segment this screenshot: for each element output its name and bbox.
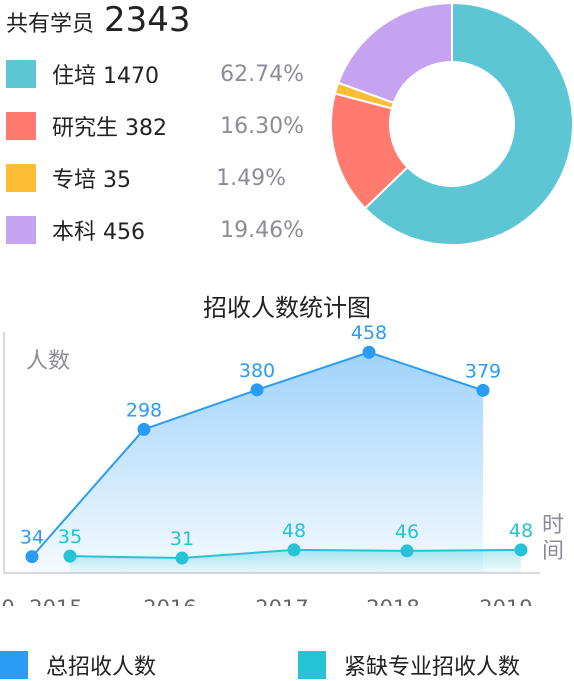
legend-swatch bbox=[6, 112, 36, 140]
data-label: 35 bbox=[58, 526, 82, 548]
legend-swatch bbox=[6, 216, 36, 244]
series-legend-total: 总招收人数 bbox=[0, 650, 156, 680]
series-area-1 bbox=[32, 352, 483, 573]
legend-swatch bbox=[6, 164, 36, 192]
pie-slice-4 bbox=[336, 1, 453, 105]
legend-label: 研究生 382 bbox=[52, 116, 168, 141]
data-point bbox=[362, 345, 376, 359]
line-chart: 招收人数统计图 人数 0 2015 2016 2017 2018 2019 34 298 3… bbox=[1, 294, 564, 606]
chart-title: 招收人数统计图 bbox=[203, 294, 371, 322]
legend-percent: 19.46% bbox=[220, 217, 304, 243]
data-point bbox=[476, 383, 490, 397]
total-summary: 共有学员 2343 bbox=[6, 0, 191, 40]
data-label: 380 bbox=[239, 360, 275, 382]
total-value: 2343 bbox=[104, 0, 191, 40]
donut-chart bbox=[330, 1, 574, 246]
data-point bbox=[63, 549, 77, 563]
legend-percent: 16.30% bbox=[220, 113, 304, 139]
series-legend-shortage: 紧缺专业招收人数 bbox=[298, 650, 520, 680]
x-tick-label-2015: 2015 bbox=[29, 596, 82, 606]
legend-item-benke: 本科 456 19.46% bbox=[6, 214, 326, 246]
x-tick-label-2016: 2016 bbox=[143, 596, 196, 606]
pie-slice-1 bbox=[363, 1, 574, 246]
legend-swatch bbox=[6, 60, 36, 88]
data-label: 46 bbox=[395, 521, 419, 543]
data-label: 48 bbox=[282, 520, 306, 542]
total-label: 共有学员 bbox=[6, 12, 95, 37]
legend-label: 住培 1470 bbox=[52, 64, 160, 89]
x-tick-label-2018: 2018 bbox=[366, 596, 419, 606]
legend-percent: 1.49% bbox=[216, 165, 286, 191]
data-point bbox=[287, 543, 301, 557]
data-label: 34 bbox=[20, 527, 44, 549]
data-label: 458 bbox=[351, 322, 387, 344]
legend-percent: 62.74% bbox=[220, 61, 304, 87]
legend-item-zhupei: 住培 1470 62.74% bbox=[6, 58, 326, 90]
data-point bbox=[250, 383, 264, 397]
legend-item-yanjiusheng: 研究生 382 16.30% bbox=[6, 110, 326, 142]
data-point bbox=[137, 422, 151, 436]
data-point bbox=[400, 544, 414, 558]
data-label: 379 bbox=[465, 360, 501, 382]
series-legend-label: 总招收人数 bbox=[46, 655, 157, 680]
x-tick-label-2019: 2019 bbox=[479, 596, 532, 606]
data-label: 31 bbox=[170, 528, 194, 550]
data-label: 298 bbox=[126, 399, 162, 421]
series-legend-label: 紧缺专业招收人数 bbox=[344, 655, 521, 680]
x-axis-label-char-1: 时 bbox=[542, 513, 564, 538]
x-tick-label-2017: 2017 bbox=[255, 596, 308, 606]
data-label: 48 bbox=[509, 520, 533, 542]
legend-label: 专培 35 bbox=[52, 168, 132, 193]
x-axis-label-char-2: 间 bbox=[542, 539, 564, 564]
series-legend-swatch bbox=[298, 651, 326, 679]
legend-item-zhuanpei: 专培 35 1.49% bbox=[6, 162, 326, 194]
data-point bbox=[514, 543, 528, 557]
y-axis-label: 人数 bbox=[26, 349, 70, 374]
data-point bbox=[25, 550, 39, 564]
data-point bbox=[175, 551, 189, 565]
series-legend-swatch bbox=[0, 651, 28, 679]
x-axis-origin-label: 0 bbox=[1, 596, 14, 606]
legend-label: 本科 456 bbox=[52, 220, 146, 245]
